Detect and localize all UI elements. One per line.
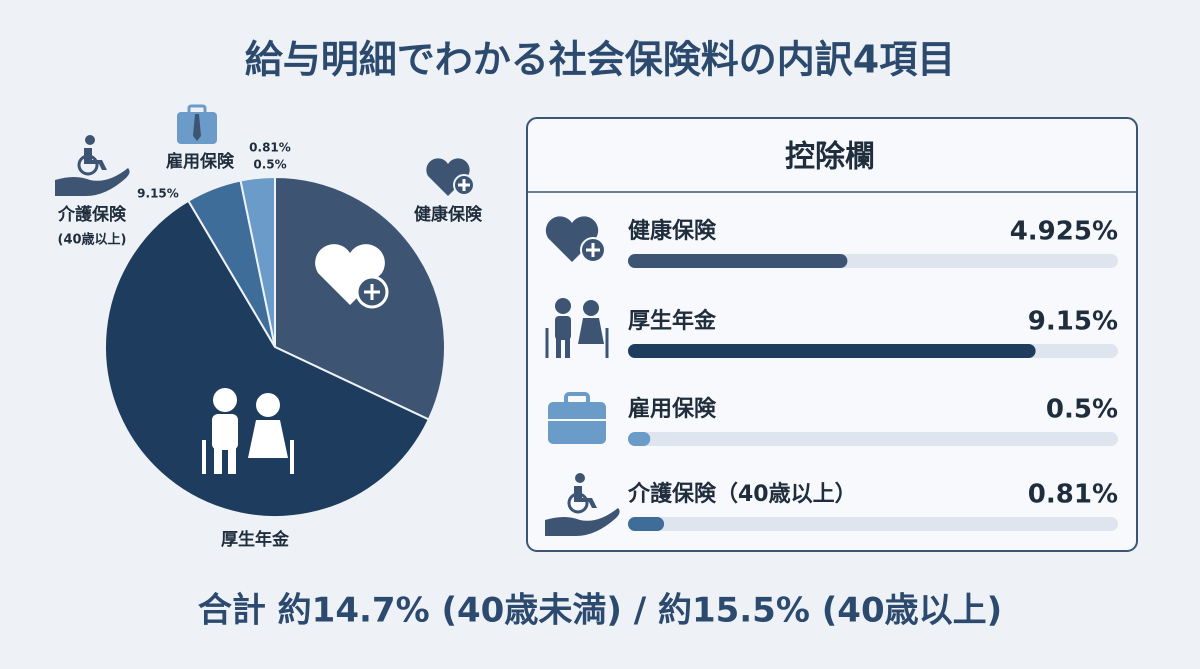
pie-label: 健康保険 [414, 204, 483, 225]
bar [628, 344, 1036, 358]
bar-track [628, 432, 1118, 446]
pie-value-label: 0.81% [249, 141, 291, 155]
health-icon [545, 216, 606, 263]
bar [628, 517, 665, 531]
pie-slice [239, 175, 276, 348]
footer-total: 合計 約14.7% (40歳未満) / 約15.5% (40歳以上) [198, 591, 1002, 631]
item-value: 9.15% [1028, 307, 1118, 337]
item-name: 健康保険 [628, 218, 717, 244]
pie-slice [104, 199, 431, 518]
item-name: 雇用保険 [628, 396, 717, 422]
care-icon [545, 473, 620, 536]
icon-shape [214, 448, 222, 474]
bar-track [628, 517, 1118, 531]
briefcase-icon [177, 104, 217, 144]
pie-label: 厚生年金 [221, 529, 290, 550]
icon-shape [364, 284, 380, 300]
item-value: 0.5% [1046, 395, 1118, 425]
icon-shape [213, 388, 237, 412]
pie-label: 雇用保険 [166, 151, 235, 172]
icon-shape [248, 420, 288, 458]
icon-shape [212, 414, 238, 450]
item-name: 厚生年金 [628, 308, 717, 334]
bar [628, 254, 848, 268]
panel-title: 控除欄 [785, 140, 875, 175]
item-value: 4.925% [1010, 217, 1118, 247]
item-name: 介護保険（40歳以上） [627, 481, 857, 507]
care-icon [55, 135, 130, 196]
health-icon [315, 244, 389, 309]
bar [628, 432, 651, 446]
pension-icon [202, 388, 294, 474]
title: 給与明細でわかる社会保険料の内訳4項目 [245, 38, 955, 82]
pie-label: 介護保険 [57, 204, 127, 225]
pie-value-label: 0.5% [253, 158, 286, 172]
icon-shape [256, 393, 280, 417]
health-icon [426, 158, 475, 196]
pie-label: (40歳以上) [58, 232, 127, 248]
icon-shape [315, 244, 385, 305]
item-value: 0.81% [1028, 480, 1118, 510]
pie-value-label: 9.15% [137, 187, 179, 201]
pension-icon [545, 298, 609, 358]
icon-shape [228, 448, 236, 474]
briefcase-icon [548, 392, 606, 444]
